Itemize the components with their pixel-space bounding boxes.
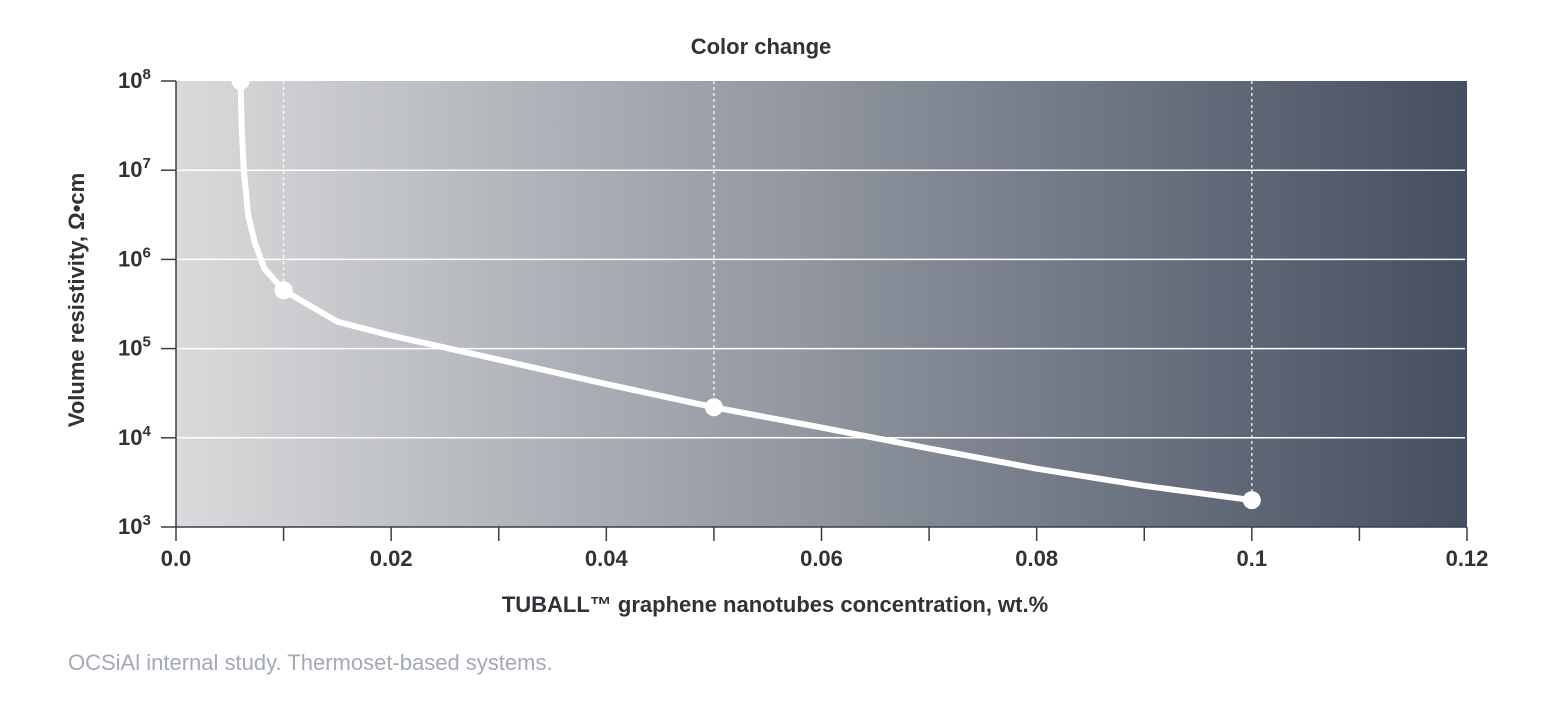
y-tick-label: 104	[118, 423, 151, 450]
x-tick-label: 0.08	[1015, 546, 1058, 571]
x-tick-label: 0.0	[161, 546, 192, 571]
y-tick-label: 106	[118, 244, 151, 271]
x-tick-label: 0.02	[370, 546, 413, 571]
y-tick-label: 107	[118, 155, 151, 182]
series	[231, 72, 1261, 510]
y-tick-label: 105	[118, 334, 151, 361]
data-point	[274, 281, 293, 300]
x-tick-label: 0.06	[800, 546, 843, 571]
x-tick-label: 0.04	[585, 546, 629, 571]
y-axis-title: Volume resistivity, Ω•cm	[64, 173, 89, 427]
x-axis-title: TUBALL™ graphene nanotubes concentration…	[502, 592, 1048, 617]
y-tick-label: 108	[118, 66, 151, 93]
data-point	[231, 72, 250, 90]
x-axis-ticks: 0.0 0.02 0.04 0.06 0.08 0.1 0.12	[161, 527, 1489, 571]
data-point	[704, 398, 723, 417]
reference-lines	[282, 81, 1253, 501]
series-line	[237, 78, 1255, 504]
data-point	[1242, 491, 1261, 510]
footnote: OCSiAl internal study. Thermoset-based s…	[68, 650, 553, 675]
x-tick-label: 0.12	[1446, 546, 1489, 571]
x-tick-label: 0.1	[1237, 546, 1268, 571]
y-tick-label: 103	[118, 512, 151, 539]
plot-background	[176, 81, 1467, 527]
chart-title: Color change	[691, 34, 832, 59]
gridlines	[176, 169, 1465, 439]
y-axis-ticks: 103 104 105 106 107 108	[118, 66, 176, 539]
